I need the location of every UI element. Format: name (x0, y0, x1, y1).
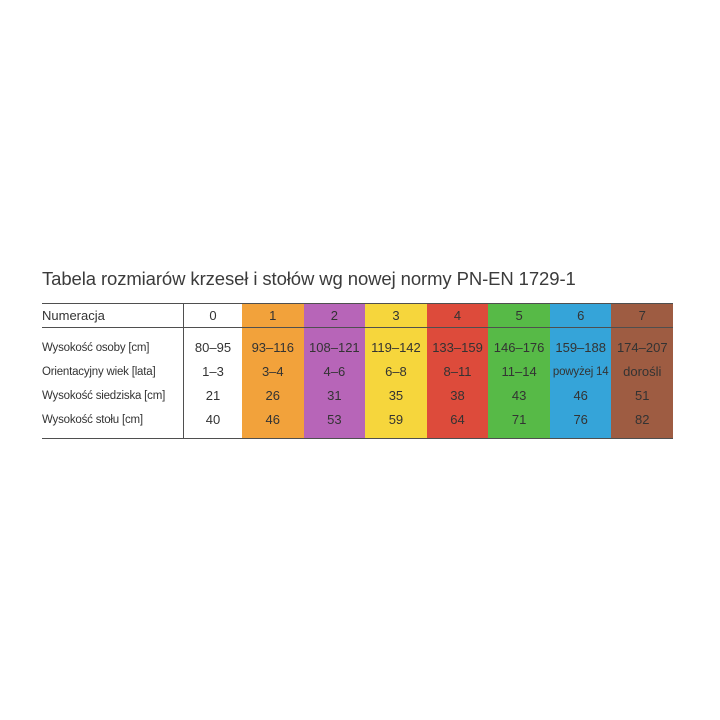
table-cell-c2-r4: 53 (327, 412, 342, 427)
row-header-column: Numeracja Wysokość osoby [cm] Orientacyjny… (42, 304, 183, 438)
size-column-2-body: 108–121 4–6 31 53 (304, 328, 366, 438)
row-header-1: Wysokość osoby [cm] (42, 342, 150, 354)
table-cell-c4-r3: 38 (450, 388, 465, 403)
table-cell-c0-r4: 40 (205, 412, 221, 427)
table-cell-c3-r1: 119–142 (371, 340, 421, 355)
size-column-5: 5 146–176 11–14 43 71 (488, 304, 550, 438)
size-column-6-header: 6 (549, 304, 612, 328)
size-column-1: 1 93–116 3–4 26 46 (242, 304, 304, 438)
row-header-2: Orientacyjny wiek [lata] (42, 366, 156, 378)
table-cell-c2-r3: 31 (327, 388, 342, 403)
table-cell-c7-r3: 51 (635, 388, 650, 403)
table-cell-c4-r2: 8–11 (443, 364, 472, 379)
table-cell-c1-r2: 3–4 (261, 364, 284, 379)
table-cell-c7-r2: dorośli (623, 364, 662, 379)
table-cell-c5-r3: 43 (511, 388, 527, 403)
row-header-body: Wysokość osoby [cm] Orientacyjny wiek [la… (42, 328, 183, 438)
size-column-2: 2 108–121 4–6 31 53 (303, 304, 366, 438)
table-cell-c7-r4: 82 (635, 412, 650, 427)
table-cell-c0-r3: 21 (205, 388, 221, 403)
size-column-4-header: 4 (426, 304, 489, 328)
table-cell-c5-r2: 11–14 (501, 364, 537, 379)
size-column-3-body: 119–142 6–8 35 59 (365, 328, 427, 438)
table-cell-c5-r4: 71 (511, 412, 527, 427)
size-column-7-header: 7 (611, 304, 674, 328)
size-column-3-header: 3 (365, 304, 427, 328)
size-column-4: 4 133–159 8–11 38 64 (426, 304, 489, 438)
table-cell-c5-r1: 146–176 (493, 340, 545, 355)
size-column-0-header: 0 (184, 304, 242, 328)
table-cell-c6-r2: powyżej 14 (552, 366, 609, 378)
table-cell-c3-r3: 35 (388, 388, 404, 403)
table-title: Tabela rozmiarów krzeseł i stołów wg now… (42, 268, 576, 289)
size-column-7: 7 174–207 dorośli 51 82 (611, 304, 674, 438)
size-column-1-header: 1 (242, 304, 304, 328)
table-cell-c4-r1: 133–159 (432, 340, 483, 355)
size-column-5-header: 5 (488, 304, 550, 328)
table-cell-c3-r4: 59 (388, 412, 404, 427)
size-column-7-body: 174–207 dorośli 51 82 (611, 328, 673, 438)
size-column-6-body: 159–188 powyżej 14 46 76 (550, 328, 612, 438)
table-cell-c1-r1: 93–116 (251, 340, 294, 355)
size-column-0-body: 80–95 1–3 21 40 (184, 328, 242, 438)
size-column-2-header: 2 (303, 304, 366, 328)
table-cell-c1-r3: 26 (265, 388, 281, 403)
size-column-6: 6 159–188 powyżej 14 46 76 (549, 304, 612, 438)
size-column-3: 3 119–142 6–8 35 59 (365, 304, 427, 438)
table-cell-c2-r1: 108–121 (309, 340, 360, 355)
table-cell-c4-r4: 64 (450, 412, 465, 427)
table-cell-c1-r4: 46 (265, 412, 281, 427)
table-cell-c6-r1: 159–188 (555, 340, 606, 355)
table-cell-c0-r2: 1–3 (202, 364, 224, 379)
table-cell-c3-r2: 6–8 (385, 364, 407, 379)
table-cell-c2-r2: 4–6 (323, 364, 346, 379)
table-cell-c6-r4: 76 (573, 412, 588, 427)
table-cell-c7-r1: 174–207 (616, 340, 668, 355)
size-table: Numeracja Wysokość osoby [cm] Orientacyjny… (42, 303, 674, 439)
table-cell-c0-r1: 80–95 (194, 340, 232, 355)
row-header-3: Wysokość siedziska [cm] (42, 390, 166, 402)
size-column-4-body: 133–159 8–11 38 64 (427, 328, 489, 438)
row-header-numeracja: Numeracja (42, 304, 183, 328)
row-header-4: Wysokość stołu [cm] (42, 414, 143, 426)
table-cell-c6-r3: 46 (573, 388, 588, 403)
size-column-0: 0 80–95 1–3 21 40 (183, 304, 242, 438)
size-column-5-body: 146–176 11–14 43 71 (488, 328, 550, 438)
size-column-1-body: 93–116 3–4 26 46 (242, 328, 304, 438)
